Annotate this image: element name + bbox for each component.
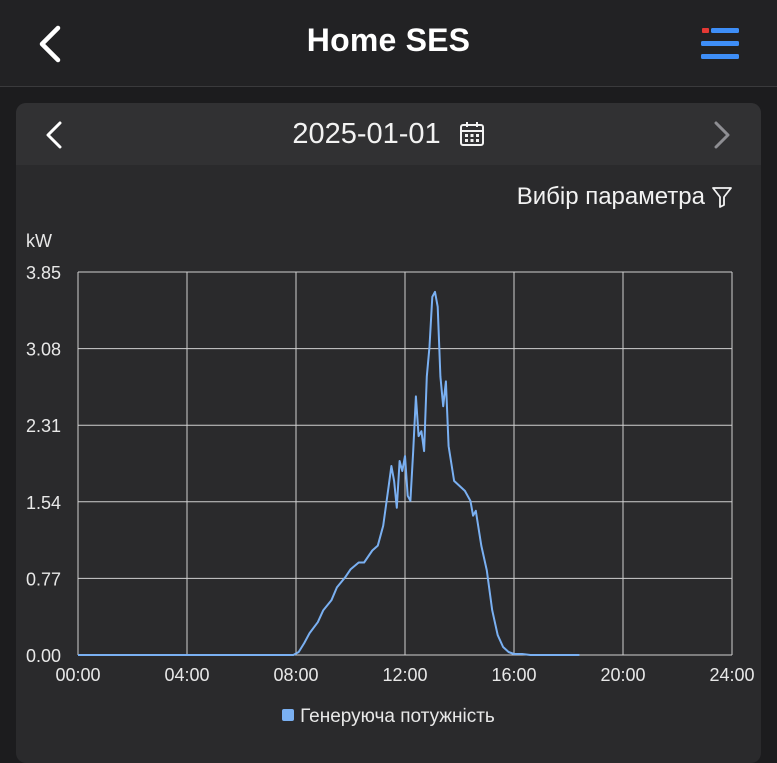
chart-legend[interactable]: Генеруюча потужність	[16, 706, 761, 728]
y-tick-label: 0.00	[26, 646, 61, 666]
y-tick-label: 3.08	[26, 340, 61, 360]
legend-swatch	[282, 709, 295, 721]
y-axis-ticks: 0.00 0.77 1.54 2.31 3.08 3.85	[26, 263, 61, 666]
x-tick-label: 08:00	[273, 665, 318, 685]
notification-dot-icon	[702, 28, 709, 33]
parameter-filter-label: Вибір параметра	[516, 183, 705, 210]
x-tick-label: 00:00	[55, 665, 100, 685]
series-line-generation	[78, 290, 580, 656]
y-tick-label: 2.31	[26, 416, 61, 436]
legend-label: Генеруюча потужність	[300, 706, 495, 727]
next-day-chevron-icon[interactable]	[706, 119, 736, 151]
prev-day-chevron-icon[interactable]	[40, 119, 70, 151]
date-display: 2025-01-01	[16, 117, 761, 151]
date-navigator: 2025-01-01	[16, 103, 761, 165]
x-axis-ticks: 00:00 04:00 08:00 12:00 16:00 20:00 24:00	[55, 665, 754, 685]
calendar-icon[interactable]	[459, 121, 485, 147]
y-axis-unit-label: kW	[26, 231, 52, 251]
x-tick-label: 12:00	[382, 665, 427, 685]
y-tick-label: 1.54	[26, 493, 61, 513]
parameter-filter-button[interactable]: Вибір параметра	[517, 183, 733, 211]
top-bar: Home SES	[0, 0, 777, 87]
date-label[interactable]: 2025-01-01	[292, 117, 441, 150]
filter-icon	[712, 187, 732, 208]
x-tick-label: 16:00	[491, 665, 536, 685]
page-title: Home SES	[306, 22, 471, 58]
back-arrow-icon[interactable]	[30, 22, 74, 66]
y-tick-label: 0.77	[26, 569, 61, 589]
x-tick-label: 24:00	[709, 665, 754, 685]
generation-line-chart: 0.00 0.77 1.54 2.31 3.08 3.85 00:00 04:00 08:00…	[26, 263, 755, 685]
chart-card: 2025-01-01 Вибір параметра kW 0.00 0.77 1.…	[16, 103, 761, 763]
x-tick-label: 20:00	[600, 665, 645, 685]
y-tick-label: 3.85	[26, 263, 61, 283]
x-tick-label: 04:00	[164, 665, 209, 685]
menu-icon[interactable]	[699, 26, 741, 62]
